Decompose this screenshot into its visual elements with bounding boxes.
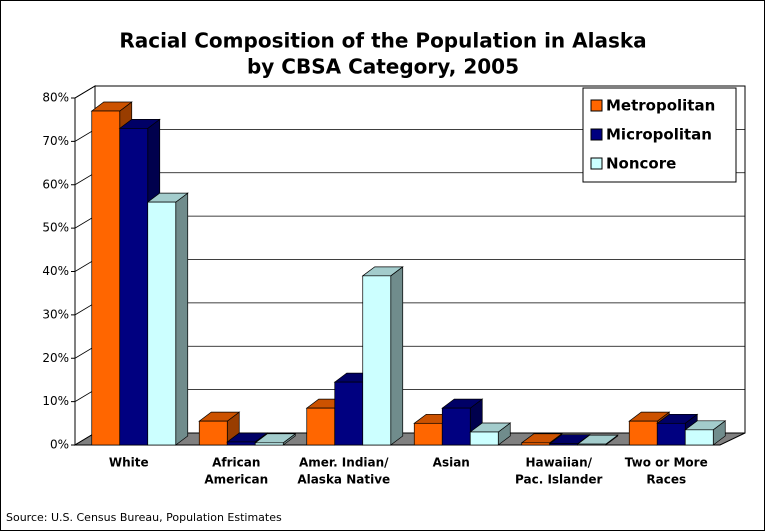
- bar-front: [254, 442, 284, 446]
- bar-front: [521, 442, 551, 446]
- bar-front: [549, 443, 579, 446]
- chart-title: by CBSA Category, 2005: [247, 55, 519, 79]
- bar-front: [628, 420, 658, 446]
- y-tick-label: 0%: [50, 438, 69, 452]
- bar: [576, 434, 619, 446]
- y-tick-label: 40%: [42, 264, 69, 278]
- x-tick-label: African: [212, 456, 260, 470]
- bar-front: [577, 443, 607, 446]
- bar-front: [119, 128, 149, 446]
- bar: [469, 422, 512, 446]
- legend-swatch: [590, 99, 603, 112]
- legend-box: [582, 87, 737, 183]
- x-tick-label: Two or More: [625, 456, 708, 470]
- bar-side: [175, 192, 189, 446]
- bar: [146, 192, 189, 446]
- legend-label: Metropolitan: [606, 97, 715, 115]
- bar-front: [226, 441, 256, 446]
- x-tick-label: Hawaiian/: [525, 456, 592, 470]
- bar-front: [469, 431, 499, 446]
- legend-swatch: [590, 128, 603, 141]
- y-tick-label: 70%: [42, 134, 69, 148]
- bar-side: [390, 266, 404, 446]
- bar: [361, 266, 404, 446]
- bar-front: [334, 381, 364, 446]
- x-tick-label: American: [204, 473, 268, 487]
- legend-label: Noncore: [606, 155, 676, 173]
- y-tick-label: 10%: [42, 394, 69, 408]
- x-tick-label: Asian: [433, 456, 470, 470]
- bar-front: [362, 275, 392, 446]
- bar-front: [656, 422, 686, 446]
- x-tick-label: Races: [646, 473, 686, 487]
- x-tick-label: Amer. Indian/: [299, 456, 389, 470]
- bar-front: [147, 201, 177, 446]
- bar-front: [441, 407, 471, 446]
- source-note: Source: U.S. Census Bureau, Population E…: [6, 511, 282, 524]
- bar-front: [684, 429, 714, 446]
- y-tick-label: 60%: [42, 177, 69, 191]
- bar-front: [306, 407, 336, 446]
- x-tick-label: Alaska Native: [297, 473, 390, 487]
- x-tick-label: White: [109, 456, 149, 470]
- y-tick-label: 30%: [42, 307, 69, 321]
- bar-front: [413, 422, 443, 446]
- legend-swatch: [590, 157, 603, 170]
- bar-front: [198, 420, 228, 446]
- legend-label: Micropolitan: [606, 126, 712, 144]
- y-tick-label: 50%: [42, 221, 69, 235]
- bar-front: [91, 110, 121, 446]
- bar: [684, 420, 727, 446]
- y-tick-label: 80%: [42, 91, 69, 105]
- y-tick-label: 20%: [42, 351, 69, 365]
- grid-line: [74, 85, 745, 99]
- chart-title: Racial Composition of the Population in …: [119, 29, 646, 53]
- x-tick-label: Pac. Islander: [515, 473, 603, 487]
- bar: [254, 433, 297, 446]
